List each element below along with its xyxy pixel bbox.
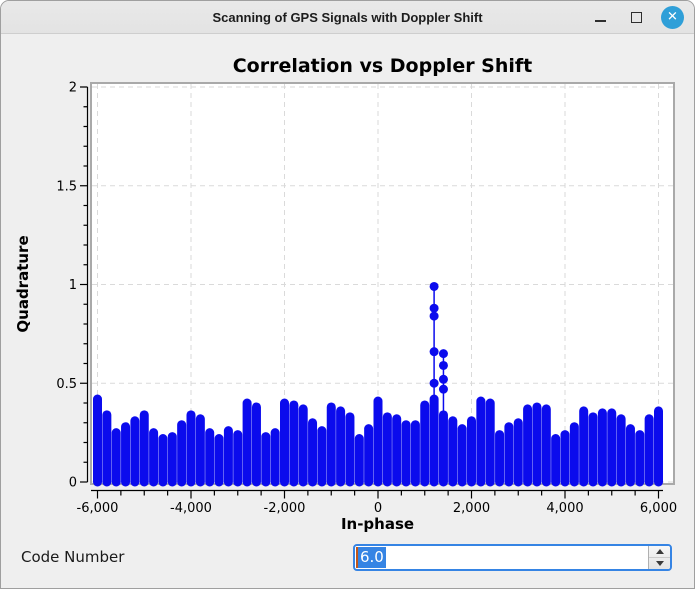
peak-stem xyxy=(429,281,439,400)
svg-text:1: 1 xyxy=(69,278,77,293)
titlebar[interactable]: Scanning of GPS Signals with Doppler Shi… xyxy=(1,1,694,34)
svg-text:0: 0 xyxy=(374,501,382,516)
svg-text:-2,000: -2,000 xyxy=(264,501,306,516)
controls-row: Code Number 6.0 xyxy=(1,540,694,588)
svg-text:0: 0 xyxy=(69,476,77,491)
text-caret xyxy=(356,547,358,568)
svg-text:-6,000: -6,000 xyxy=(77,501,119,516)
code-number-input[interactable]: 6.0 xyxy=(355,546,648,569)
data-columns xyxy=(93,394,663,487)
minimize-button[interactable] xyxy=(589,7,611,29)
spin-down-button[interactable] xyxy=(649,558,670,569)
correlation-chart: 0 0.5 1 1.5 2 -6,000 -4,000 -2,000 0 2,000 4,000 6,… xyxy=(14,55,677,533)
maximize-button[interactable] xyxy=(625,7,647,29)
chart-title: Correlation vs Doppler Shift xyxy=(233,55,533,77)
svg-text:0.5: 0.5 xyxy=(56,377,77,392)
chart-area: 0 0.5 1 1.5 2 -6,000 -4,000 -2,000 0 2,000 4,000 6,… xyxy=(1,34,694,540)
close-button[interactable]: ✕ xyxy=(661,6,684,29)
svg-text:2,000: 2,000 xyxy=(453,501,490,516)
code-number-spinbox[interactable]: 6.0 xyxy=(353,544,672,571)
window-buttons: ✕ xyxy=(589,1,684,34)
x-axis: -6,000 -4,000 -2,000 0 2,000 4,000 6,000 xyxy=(77,489,677,516)
svg-text:1.5: 1.5 xyxy=(56,179,77,194)
code-number-label: Code Number xyxy=(21,548,125,566)
spinner-buttons xyxy=(648,546,670,569)
close-icon: ✕ xyxy=(667,9,678,25)
arrow-down-icon xyxy=(655,561,664,566)
chart-labels: Correlation vs Doppler Shift In-phase Quad… xyxy=(14,55,532,533)
svg-text:2: 2 xyxy=(69,81,77,96)
peak-stem xyxy=(438,349,448,415)
x-axis-label: In-phase xyxy=(341,515,414,533)
minimize-icon xyxy=(594,19,606,22)
arrow-up-icon xyxy=(655,549,664,554)
code-number-value: 6.0 xyxy=(356,547,386,568)
spin-up-button[interactable] xyxy=(649,546,670,558)
y-axis-label: Quadrature xyxy=(14,235,32,332)
svg-text:4,000: 4,000 xyxy=(546,501,583,516)
maximize-icon xyxy=(630,12,642,23)
svg-text:-4,000: -4,000 xyxy=(170,501,212,516)
window-title: Scanning of GPS Signals with Doppler Shi… xyxy=(212,9,483,25)
y-axis: 0 0.5 1 1.5 2 xyxy=(56,81,89,491)
svg-text:6,000: 6,000 xyxy=(640,501,677,516)
